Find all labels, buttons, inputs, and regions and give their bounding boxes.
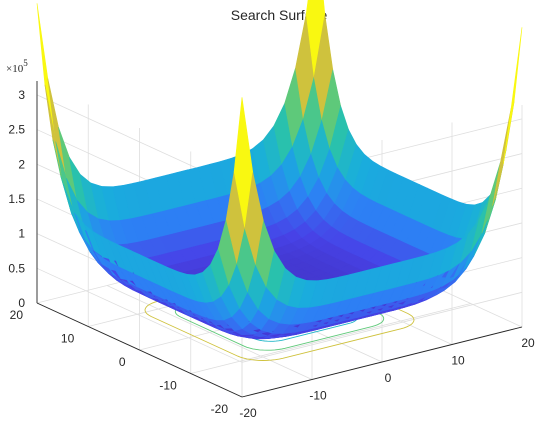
surface-patch [503,27,523,164]
surface-plot [36,0,523,340]
y-tick-label: -20 [211,402,229,416]
z-tick-label: 3 [18,88,25,102]
x-tick-label: 20 [521,336,535,350]
z-multiplier-base: ×10 [6,63,24,75]
z-multiplier-exponent: 5 [23,58,28,68]
z-tick-label: 0 [18,296,25,310]
x-tick-label: -10 [309,389,327,403]
chart-title: Search Surface [231,7,328,23]
y-tick-label: 10 [61,332,75,346]
surface-patch [47,78,67,179]
z-tick-label: 2.5 [8,123,25,137]
y-tick-label: -10 [159,379,177,393]
x-tick-label: -20 [239,406,257,420]
axes-lines [36,81,523,398]
x-tick-label: 10 [451,354,465,368]
y-tick-label: 0 [119,355,126,369]
x-axis-line [241,326,523,398]
x-tick-label: 0 [385,371,392,385]
grid-line [190,303,471,374]
z-tick-label: 0.5 [8,261,25,275]
z-tick-label: 2 [18,157,25,171]
svg-text:×105: ×105 [6,58,28,75]
y-axis-line [36,302,243,398]
tick-labels: 0 0.5 1 1.5 2 2.5 3 -20 -10 0 10 20 -20 -10 0 10 20 [8,88,535,420]
y-tick-label: 20 [10,308,24,322]
z-tick-label: 1 [18,227,25,241]
z-multiplier-label: ×105 [6,58,28,75]
z-tick-label: 1.5 [8,192,25,206]
